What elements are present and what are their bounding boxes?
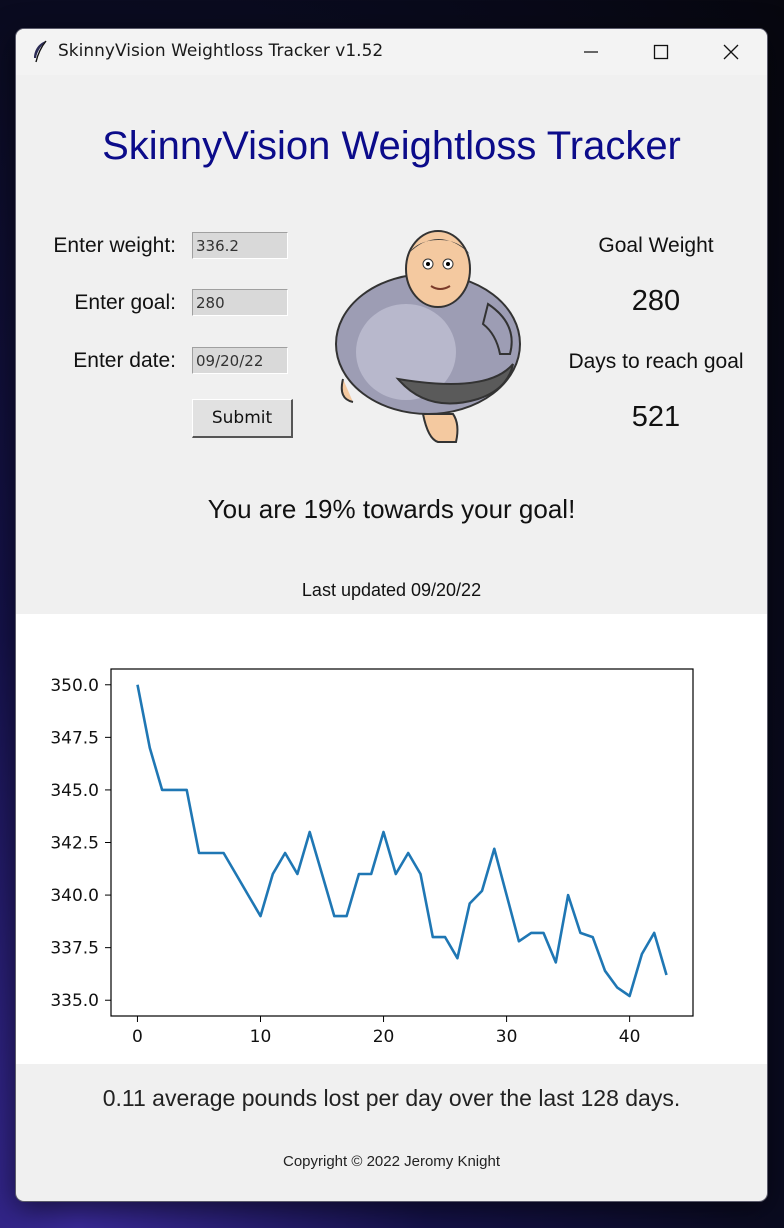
- overweight-man-cartoon: [335, 230, 521, 443]
- maximize-icon: [653, 44, 669, 60]
- plot-frame: [110, 668, 694, 1017]
- y-tick-label: 350.0: [50, 676, 99, 696]
- app-window: SkinnyVision Weightloss Tracker v1.52 Sk…: [16, 29, 767, 1201]
- x-tick-label: 30: [496, 1027, 518, 1047]
- close-button[interactable]: [696, 29, 766, 75]
- last-updated: Last updated 09/20/22: [301, 580, 482, 600]
- date-label: Enter date:: [73, 349, 176, 372]
- close-icon: [723, 44, 739, 60]
- y-tick-label: 335.0: [50, 991, 99, 1011]
- app-heading: SkinnyVision Weightloss Tracker: [102, 124, 681, 168]
- goal-weight-label: Goal Weight: [598, 234, 714, 257]
- x-tick-label: 20: [373, 1027, 395, 1047]
- title-bar[interactable]: SkinnyVision Weightloss Tracker v1.52: [16, 29, 767, 75]
- x-tick-label: 0: [132, 1027, 143, 1047]
- date-input[interactable]: [192, 347, 288, 374]
- y-tick-label: 347.5: [50, 728, 99, 748]
- y-tick-label: 337.5: [50, 939, 99, 959]
- goal-weight-value: 280: [631, 285, 681, 317]
- goal-input[interactable]: [192, 289, 288, 316]
- minimize-button[interactable]: [556, 29, 626, 75]
- days-to-goal-value: 521: [631, 401, 681, 433]
- chart-panel: 0 10 20 30 40 350.0 347.5 345.0 342.5 340.0 337.5 3…: [16, 614, 767, 1064]
- window-title: SkinnyVision Weightloss Tracker v1.52: [58, 41, 384, 61]
- average-loss-text: 0.11 average pounds lost per day over th…: [102, 1085, 681, 1111]
- days-to-goal-label: Days to reach goal: [568, 350, 744, 373]
- y-tick-label: 340.0: [50, 886, 99, 906]
- weight-line-chart: 0 10 20 30 40 350.0 347.5 345.0 342.5 340.0 337.5 3…: [50, 668, 694, 1047]
- copyright-text: Copyright © 2022 Jeromy Knight: [283, 1153, 500, 1170]
- progress-message: You are 19% towards your goal!: [207, 494, 576, 524]
- x-tick-label: 10: [250, 1027, 272, 1047]
- feather-icon: [34, 40, 47, 63]
- weight-series-line: [136, 684, 668, 998]
- submit-button[interactable]: Submit: [192, 399, 293, 438]
- y-tick-label: 342.5: [50, 834, 99, 854]
- minimize-icon: [584, 51, 598, 53]
- y-tick-label: 345.0: [50, 781, 99, 801]
- x-tick-label: 40: [619, 1027, 641, 1047]
- goal-label: Enter goal:: [74, 291, 176, 314]
- maximize-button[interactable]: [626, 29, 696, 75]
- weight-label: Enter weight:: [53, 234, 176, 257]
- weight-input[interactable]: [192, 232, 288, 259]
